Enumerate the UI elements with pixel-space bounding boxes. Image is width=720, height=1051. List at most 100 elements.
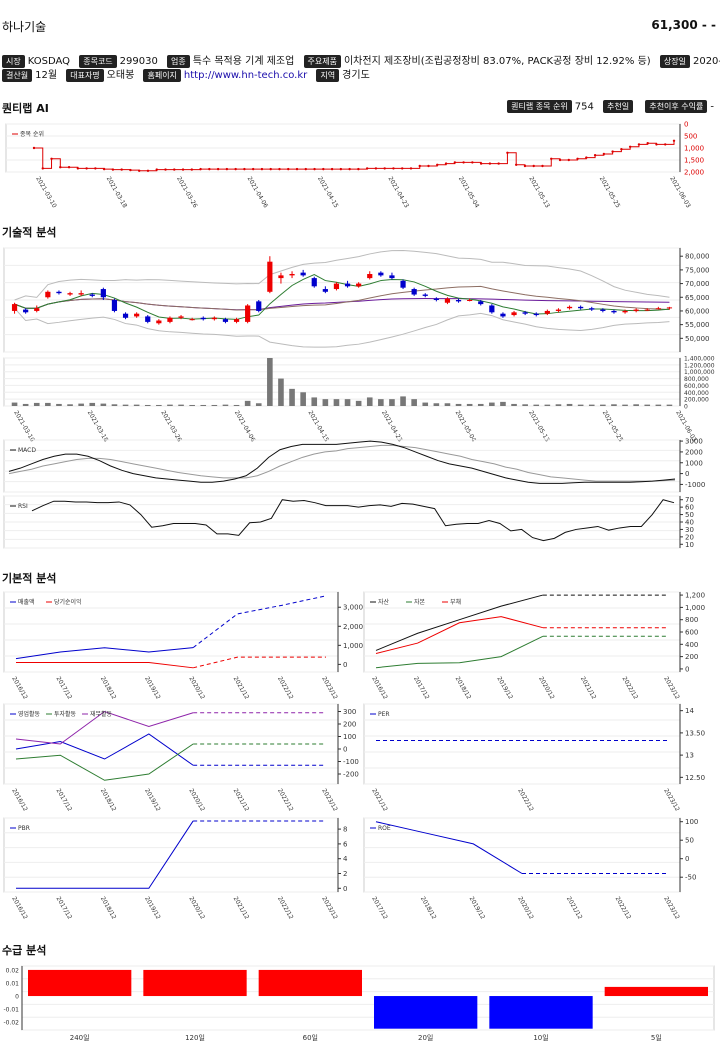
volume-bar (588, 404, 595, 406)
balance-chart-y-tick-label: 200 (685, 653, 698, 661)
rank-series-line (34, 140, 675, 172)
cashflow-chart-legend-label: 영업활동 (18, 710, 41, 718)
rank-chart-x-tick-label: 2021-06-03 (668, 176, 692, 210)
per-chart-y-tick-label: 13 (685, 752, 694, 760)
candle-body (267, 261, 273, 292)
volume-y-tick-label: 200,000 (684, 397, 709, 404)
volume-bar (622, 404, 628, 406)
candle-body (23, 309, 29, 313)
cashflow-chart-series-actual (15, 743, 194, 781)
candle-body (566, 306, 573, 309)
balance-chart-y-tick-label: 1,000 (685, 604, 705, 612)
candle-body (156, 320, 162, 324)
balance-chart-x-tick-label: 2019/12 (495, 676, 514, 701)
pbr-chart-x-tick-label: 2022/12 (276, 896, 295, 921)
rank-point (85, 167, 88, 170)
cashflow-chart-x-tick-label: 2016/12 (10, 788, 29, 813)
volume-bar (666, 404, 673, 406)
rank-point (383, 167, 386, 170)
info-row-2: 결산월 12월 대표자명 오태봉 홈페이지 http://www.hn-tech.co… (2, 66, 370, 82)
rank-point (462, 161, 465, 164)
candle-body (222, 319, 229, 322)
listing-tag: 상장일 (659, 54, 690, 68)
rank-point (251, 167, 255, 171)
rank-chart-legend-label: 종목 순위 (20, 130, 44, 138)
volume-bar (333, 399, 340, 406)
candle-body (67, 293, 73, 295)
rank-point (392, 167, 395, 170)
roe-chart-x-tick-label: 2021/12 (565, 896, 584, 921)
candle-body (522, 312, 528, 314)
rank-point (672, 139, 676, 142)
candle-body (378, 272, 384, 276)
rank-point (418, 164, 421, 168)
ma5-line (14, 273, 670, 320)
volume-bar (255, 403, 262, 406)
rsi-chart-y-tick-label: 40 (685, 519, 694, 527)
rank-chart-y-tick-label: 500 (684, 133, 697, 141)
candle-body (533, 313, 539, 316)
cashflow-chart-y-tick-label: -100 (343, 758, 359, 766)
rec-date-tag: 추천일 (603, 100, 634, 113)
volume-bar (300, 392, 306, 406)
candle-body (278, 275, 284, 279)
macd-chart-y-tick-label: 3000 (685, 438, 703, 446)
supply-bar (258, 969, 362, 997)
rank-point (514, 163, 518, 166)
price-chart-y-tick-label: 65,000 (685, 294, 710, 302)
supply-bar (28, 969, 132, 997)
roe-chart-x-tick-label: 2018/12 (419, 896, 438, 921)
candle-body (45, 291, 51, 298)
per-chart-legend-label: PER (378, 711, 390, 718)
rank-chart-x-tick-label: 2021-03-18 (105, 176, 129, 210)
candle-body (34, 308, 40, 311)
candle-body (333, 283, 340, 290)
pbr-chart-x-tick-label: 2017/12 (55, 896, 74, 921)
roe-chart-y-tick-label: 50 (685, 837, 694, 845)
sales-chart-series-forecast (192, 595, 327, 649)
candle-body (444, 298, 451, 303)
market-value: KOSDAQ (27, 56, 71, 67)
rank-point (129, 168, 132, 172)
cashflow-chart-x-tick-label: 2018/12 (99, 788, 118, 813)
rank-point (506, 151, 509, 154)
volume-bar (444, 403, 451, 406)
candle-body (644, 309, 650, 311)
cashflow-chart-y-tick-label: 100 (343, 733, 356, 741)
volume-bar (133, 404, 140, 406)
sales-chart-y-tick-label: 1,000 (343, 642, 363, 650)
rank-point (655, 143, 658, 146)
volume-bar (489, 402, 495, 406)
price-chart-y-tick-label: 55,000 (685, 321, 710, 329)
supply-y-tick-label: -0.01 (3, 1007, 19, 1014)
rank-point (32, 146, 36, 150)
candle-body (344, 283, 351, 287)
rank-point (225, 167, 229, 171)
volume-bar (11, 402, 18, 406)
listing-value: 2020-11-25 (692, 56, 720, 67)
per-chart-y-tick-label: 12.50 (685, 774, 705, 782)
volume-bar (78, 403, 84, 406)
roe-chart-series-actual (375, 821, 523, 874)
sales-chart-series-actual (16, 661, 194, 669)
volume-bar (322, 399, 329, 406)
rank-point (436, 163, 439, 166)
cashflow-chart-y-tick-label: -200 (343, 771, 359, 779)
rank-point (620, 148, 623, 151)
pbr-chart-x-tick-label: 2021/12 (232, 896, 251, 921)
volume-bar (633, 404, 639, 406)
homepage-link[interactable]: http://www.hn-tech.co.kr (183, 70, 308, 81)
homepage-tag: 홈페이지 (143, 68, 181, 82)
balance-chart-y-tick-label: 1,200 (685, 592, 705, 600)
volume-bar (311, 397, 318, 406)
rank-point (479, 162, 483, 165)
per-chart-y-tick-label: 13.50 (685, 729, 705, 737)
balance-chart-x-tick-label: 2023/12 (662, 676, 681, 701)
macd-chart-y-tick-label: 2000 (685, 448, 703, 456)
balance-chart-legend-label: 부채 (450, 598, 461, 606)
rank-point (409, 167, 413, 170)
balance-chart-y-tick-label: 600 (685, 629, 698, 637)
volume-bar (122, 404, 129, 406)
volume-bar (233, 404, 240, 406)
volume-bar (422, 402, 429, 406)
